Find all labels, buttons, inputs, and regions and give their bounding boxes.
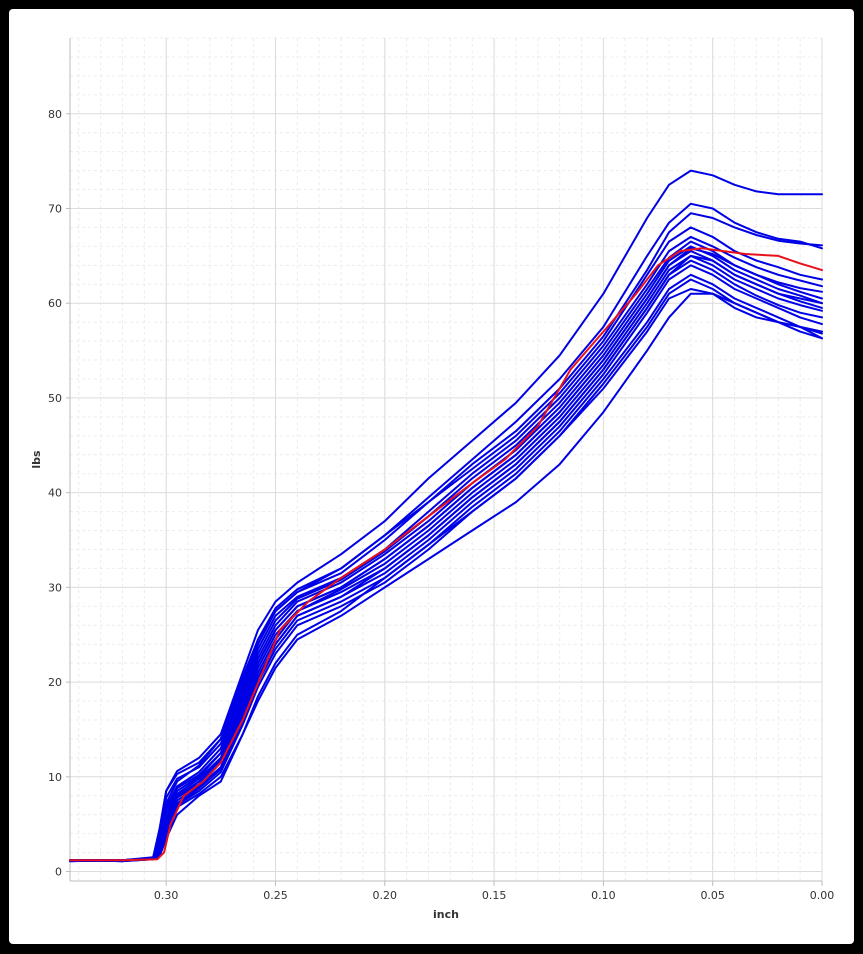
series-line <box>69 278 823 862</box>
axes <box>66 38 823 886</box>
y-tick-label: 40 <box>48 487 62 500</box>
y-axis-title: lbs <box>30 450 43 469</box>
x-tick-label: 0.15 <box>482 889 507 902</box>
y-tick-label: 0 <box>55 866 62 879</box>
tick-labels: 0.30 0.25 0.20 0.15 0.10 0.05 0.00 0 10 20 30 40 50 6… <box>48 108 834 902</box>
y-tick-label: 70 <box>48 202 62 215</box>
x-tick-label: 0.05 <box>700 889 725 902</box>
series-line <box>69 254 823 862</box>
series-line <box>69 245 823 862</box>
series-line <box>69 254 823 862</box>
x-tick-label: 0.20 <box>373 889 398 902</box>
series-line <box>69 247 823 863</box>
y-tick-label: 30 <box>48 581 62 594</box>
y-tick-label: 60 <box>48 297 62 310</box>
x-axis-title: inch <box>433 908 459 921</box>
series-line <box>69 250 823 863</box>
series-line <box>69 288 823 862</box>
y-tick-label: 80 <box>48 108 62 121</box>
series-line <box>69 202 823 862</box>
x-tick-label: 0.10 <box>591 889 616 902</box>
series-line <box>69 212 823 863</box>
x-tick-label: 0.00 <box>810 889 835 902</box>
x-tick-label: 0.25 <box>263 889 288 902</box>
y-tick-label: 10 <box>48 771 62 784</box>
series-line <box>69 264 823 862</box>
series-line <box>69 226 823 863</box>
series-line <box>69 273 823 863</box>
y-tick-label: 20 <box>48 676 62 689</box>
y-tick-label: 50 <box>48 392 62 405</box>
x-tick-label: 0.30 <box>154 889 179 902</box>
grid <box>70 37 823 881</box>
series-line-highlight <box>69 247 823 862</box>
series-group <box>69 169 823 863</box>
